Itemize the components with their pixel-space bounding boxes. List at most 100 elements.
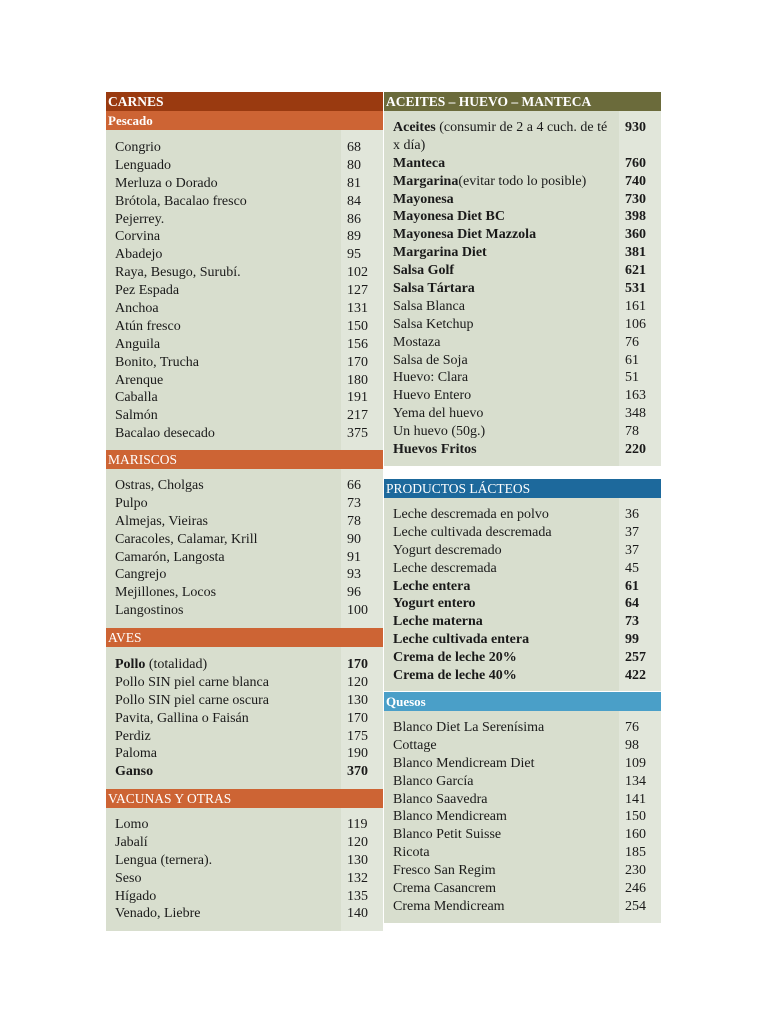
table-row: Perdiz 175 <box>115 728 383 746</box>
food-name: Anchoa <box>115 300 341 318</box>
table-row: Mayonesa Diet BC 398 <box>393 208 661 226</box>
food-name-text: Salsa Golf <box>393 263 455 279</box>
calorie-value: 150 <box>347 318 368 334</box>
food-name-text: Bacalao desecado <box>115 426 215 442</box>
table-row: Pollo (totalidad) 170 <box>115 656 383 674</box>
calorie-value: 80 <box>347 157 361 173</box>
calorie-value: 422 <box>625 668 646 684</box>
food-name-text: Cangrejo <box>115 567 167 583</box>
calorie-value: 135 <box>347 888 368 904</box>
calorie-value: 84 <box>347 193 361 209</box>
food-name-text: Corvina <box>115 229 161 245</box>
food-name-text: Blanco Petit Suisse <box>393 827 502 843</box>
carnes-column: CARNES Pescado Congrio 68 Lenguado 80 Merluz… <box>106 92 383 931</box>
food-name: Bonito, Trucha <box>115 354 341 372</box>
calorie-value: 102 <box>347 265 368 281</box>
food-name: Raya, Besugo, Surubí. <box>115 264 341 282</box>
food-name: Salsa de Soja <box>393 352 619 370</box>
calorie-value: 180 <box>347 372 368 388</box>
calorie-value: 531 <box>625 281 646 297</box>
pescado-header: Pescado <box>106 111 383 130</box>
food-name-text: Blanco Diet La Serenísima <box>393 720 545 735</box>
calorie-value: 106 <box>625 316 646 332</box>
food-name: Pollo SIN piel carne oscura <box>115 692 341 710</box>
food-name: Venado, Liebre <box>115 905 341 923</box>
calorie-value: 621 <box>625 263 646 279</box>
calorie-value: 86 <box>347 211 361 227</box>
calorie-value: 930 <box>625 120 646 135</box>
table-row: Pejerrey. 86 <box>115 211 383 229</box>
table-row: Leche cultivada entera 99 <box>393 631 661 649</box>
food-name-text: Pollo SIN piel carne oscura <box>115 692 269 708</box>
food-name-text: Venado, Liebre <box>115 906 201 922</box>
table-row: Bonito, Trucha 170 <box>115 354 383 372</box>
calorie-value: 191 <box>347 390 368 406</box>
table-row: Blanco Mendicream Diet 109 <box>393 755 661 773</box>
calorie-value: 161 <box>625 298 646 314</box>
food-name: Pulpo <box>115 495 341 513</box>
food-name-text: Pollo SIN piel carne blanca <box>115 674 269 690</box>
food-name: Caracoles, Calamar, Krill <box>115 531 341 549</box>
food-name-text: Yogurt entero <box>393 596 476 612</box>
table-row: Salmón 217 <box>115 407 383 425</box>
calorie-value: 170 <box>347 657 368 672</box>
food-name-text: Salmón <box>115 408 158 424</box>
calorie-value: 375 <box>347 426 368 442</box>
aves-header: AVES <box>106 628 383 647</box>
calorie-value: 96 <box>347 585 361 601</box>
food-name-text: Abadejo <box>115 247 163 263</box>
food-name: Yogurt descremado <box>393 542 619 560</box>
table-row: Blanco Saavedra 141 <box>393 791 661 809</box>
food-name-text: Cottage <box>393 737 437 753</box>
table-row: Mejillones, Locos 96 <box>115 584 383 602</box>
food-name: Corvina <box>115 228 341 246</box>
food-name-text: Atún fresco <box>115 318 181 334</box>
calorie-value: 73 <box>625 614 639 630</box>
food-name: Anguila <box>115 336 341 354</box>
food-name: Crema Casancrem <box>393 880 619 898</box>
food-name-text: Anguila <box>115 336 161 352</box>
food-name: Huevo Entero <box>393 387 619 405</box>
food-name: Aceites (consumir de 2 a 4 cuch. de té x… <box>393 119 619 155</box>
table-row: Aceites (consumir de 2 a 4 cuch. de té x… <box>393 119 661 155</box>
table-row: Crema de leche 40% 422 <box>393 667 661 685</box>
food-name-text: Salsa de Soja <box>393 352 468 368</box>
calorie-value: 220 <box>625 442 646 458</box>
table-row: Hígado 135 <box>115 888 383 906</box>
table-row: Raya, Besugo, Surubí. 102 <box>115 264 383 282</box>
calorie-value: 760 <box>625 155 646 171</box>
food-name: Mayonesa Diet BC <box>393 208 619 226</box>
food-name: Salsa Golf <box>393 262 619 280</box>
table-row: Margarina(evitar todo lo posible) 740 <box>393 173 661 191</box>
food-name: Salsa Tártara <box>393 280 619 298</box>
food-name-text: Camarón, Langosta <box>115 549 225 565</box>
table-row: Leche cultivada descremada 37 <box>393 524 661 542</box>
table-row: Arenque 180 <box>115 372 383 390</box>
table-row: Cangrejo 93 <box>115 566 383 584</box>
table-row: Crema de leche 20% 257 <box>393 649 661 667</box>
food-name: Yema del huevo <box>393 405 619 423</box>
calorie-value: 76 <box>625 720 639 735</box>
mariscos-header: MARISCOS <box>106 450 383 469</box>
food-note: (totalidad) <box>145 657 208 672</box>
food-name-text: Caracoles, Calamar, Krill <box>115 531 258 547</box>
food-name-text: Yogurt descremado <box>393 542 502 558</box>
table-row: Leche descremada en polvo 36 <box>393 506 661 524</box>
food-name: Margarina(evitar todo lo posible) <box>393 173 619 191</box>
food-name-text: Mostaza <box>393 334 441 350</box>
quesos-header: Quesos <box>384 692 661 711</box>
food-name-text: Ostras, Cholgas <box>115 478 204 493</box>
food-name-text: Mayonesa Diet BC <box>393 209 505 225</box>
food-name: Leche descremada en polvo <box>393 506 619 524</box>
calorie-value: 64 <box>625 596 639 612</box>
calorie-value: 95 <box>347 247 361 263</box>
food-name: Huevos Fritos <box>393 441 619 459</box>
food-name-text: Brótola, Bacalao fresco <box>115 193 247 209</box>
food-note: (evitar todo lo posible) <box>458 173 587 189</box>
food-name-text: Blanco Mendicream Diet <box>393 755 535 771</box>
food-name: Mostaza <box>393 334 619 352</box>
food-name: Brótola, Bacalao fresco <box>115 193 341 211</box>
food-name-text: Lomo <box>115 817 149 832</box>
food-name-text: Mayonesa <box>393 191 454 207</box>
food-name-text: Pejerrey. <box>115 211 165 227</box>
